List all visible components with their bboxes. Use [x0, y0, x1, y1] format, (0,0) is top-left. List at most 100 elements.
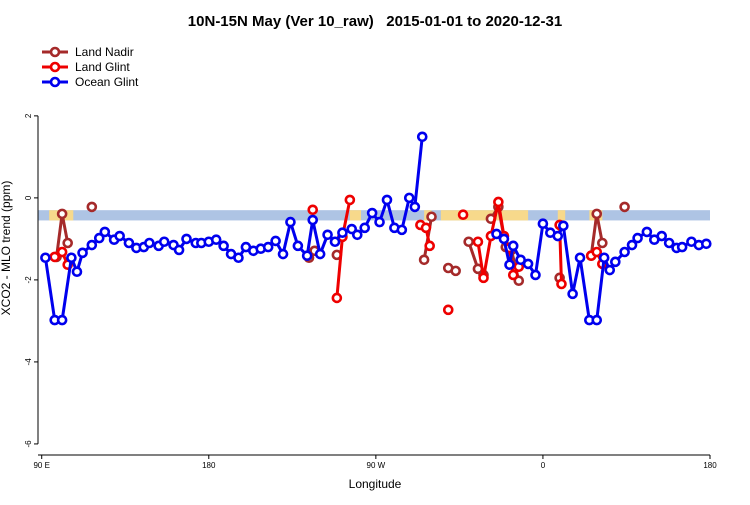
legend-label: Land Glint [75, 60, 130, 74]
point [71, 266, 83, 277]
plot-area [40, 131, 712, 326]
point [426, 211, 437, 223]
point [66, 252, 77, 264]
point [420, 222, 432, 234]
point [619, 246, 630, 258]
y-tick-label: 0 [24, 195, 33, 200]
point [619, 201, 630, 213]
legend-marker [49, 76, 61, 88]
point [301, 250, 313, 262]
point [463, 236, 474, 248]
point [478, 272, 489, 284]
point [591, 208, 603, 220]
point [641, 226, 653, 238]
point [322, 229, 333, 241]
point [359, 222, 371, 234]
point [56, 314, 68, 326]
x-tick-label: 180 [202, 461, 216, 470]
point [307, 204, 319, 216]
point [144, 237, 155, 249]
point [56, 246, 68, 258]
point [626, 239, 638, 251]
point [173, 244, 185, 256]
point [522, 258, 534, 270]
legend-marker [49, 46, 61, 58]
point [472, 236, 484, 248]
point [331, 292, 343, 304]
point [515, 254, 526, 266]
point [491, 228, 502, 240]
point [591, 314, 603, 326]
point [493, 196, 504, 208]
point [307, 214, 319, 226]
point [663, 237, 675, 249]
point [114, 230, 125, 242]
point [262, 241, 274, 253]
land-patch [349, 210, 362, 221]
point [314, 248, 326, 260]
point [99, 226, 111, 238]
point [504, 259, 515, 271]
point [403, 192, 415, 204]
point [285, 216, 296, 228]
y-tick-label: -6 [24, 440, 33, 448]
point [40, 252, 51, 264]
point [676, 241, 688, 253]
point [93, 232, 105, 244]
series-line [43, 136, 707, 322]
point [270, 235, 281, 247]
point [381, 194, 393, 206]
point [158, 236, 170, 248]
point [604, 264, 616, 276]
legend-label: Land Nadir [75, 45, 134, 59]
point [450, 265, 461, 277]
point [396, 224, 408, 236]
y-tick-label: -4 [24, 358, 33, 366]
point [567, 288, 578, 300]
point [442, 304, 454, 316]
point [292, 240, 304, 252]
legend-marker [49, 61, 61, 73]
point [337, 227, 348, 239]
point [409, 201, 421, 213]
x-tick-label: 90 E [33, 461, 49, 470]
point [537, 218, 549, 230]
point [424, 240, 435, 252]
point [558, 220, 569, 232]
x-tick-label: 0 [541, 461, 546, 470]
point [233, 252, 244, 264]
point [457, 209, 469, 220]
point [86, 239, 98, 251]
land-patch [557, 210, 566, 221]
point [181, 233, 192, 245]
chart-title: 10N-15N May (Ver 10_raw) 2015-01-01 to 2… [188, 13, 562, 30]
point [610, 256, 621, 268]
x-tick-label: 90 W [367, 461, 386, 470]
point [77, 247, 88, 259]
point [344, 194, 356, 206]
y-tick-label: 2 [24, 113, 33, 118]
point [552, 230, 564, 242]
point [277, 248, 289, 260]
x-axis-label: Longitude [349, 477, 402, 491]
point [56, 208, 68, 220]
point [656, 230, 668, 242]
point [329, 236, 341, 248]
point [62, 237, 74, 249]
point [507, 240, 519, 252]
point [218, 240, 229, 252]
axes: -6 -4 -2 0 2 90 E 180 90 W 0 180 [24, 113, 717, 470]
point [574, 252, 586, 264]
point [597, 237, 608, 249]
point [632, 232, 643, 244]
point [507, 269, 519, 281]
point [556, 278, 567, 290]
legend-label: Ocean Glint [75, 75, 139, 89]
point [49, 251, 61, 263]
point [530, 269, 541, 281]
point [700, 238, 712, 250]
point [416, 131, 428, 143]
point [498, 233, 510, 245]
